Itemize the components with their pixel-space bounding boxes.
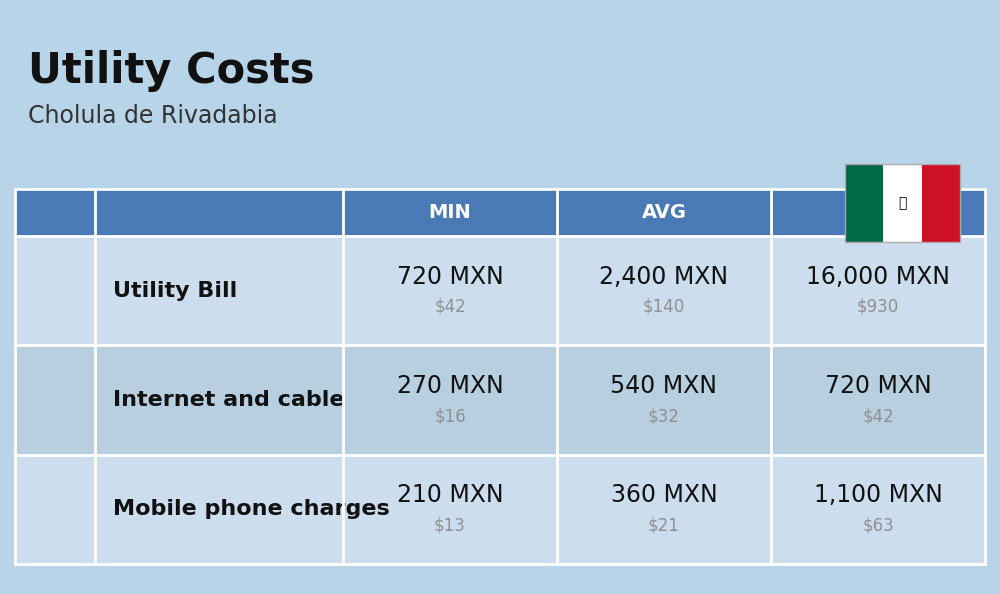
Text: $32: $32 xyxy=(648,407,680,425)
Text: $42: $42 xyxy=(434,298,466,315)
Text: Mobile phone charges: Mobile phone charges xyxy=(113,500,390,519)
Text: $21: $21 xyxy=(648,516,680,535)
Bar xyxy=(845,164,883,242)
Bar xyxy=(845,164,960,242)
Bar xyxy=(15,345,95,454)
Text: Cholula de Rivadabia: Cholula de Rivadabia xyxy=(28,104,278,128)
Text: 720 MXN: 720 MXN xyxy=(397,265,503,289)
Bar xyxy=(15,189,95,236)
Bar xyxy=(883,164,922,242)
Text: 360 MXN: 360 MXN xyxy=(611,484,717,507)
Bar xyxy=(343,454,557,564)
Bar xyxy=(95,189,343,236)
Bar xyxy=(557,454,771,564)
Text: MAX: MAX xyxy=(853,203,903,222)
Text: 2,400 MXN: 2,400 MXN xyxy=(599,265,729,289)
Bar xyxy=(557,345,771,454)
Text: 210 MXN: 210 MXN xyxy=(397,484,503,507)
Bar xyxy=(343,345,557,454)
Bar xyxy=(343,236,557,345)
Bar xyxy=(922,164,960,242)
Bar xyxy=(95,345,343,454)
Text: MIN: MIN xyxy=(429,203,471,222)
Bar xyxy=(95,236,343,345)
Text: Utility Bill: Utility Bill xyxy=(113,281,237,301)
Text: AVG: AVG xyxy=(642,203,686,222)
Bar xyxy=(15,189,985,564)
Text: $42: $42 xyxy=(862,407,894,425)
Bar xyxy=(15,236,95,345)
Text: $140: $140 xyxy=(643,298,685,315)
Text: $930: $930 xyxy=(857,298,899,315)
Bar xyxy=(557,236,771,345)
Text: 720 MXN: 720 MXN xyxy=(825,374,931,398)
Text: Utility Costs: Utility Costs xyxy=(28,50,314,92)
Bar xyxy=(15,454,95,564)
Text: 270 MXN: 270 MXN xyxy=(397,374,503,398)
Text: Internet and cable: Internet and cable xyxy=(113,390,344,410)
Bar xyxy=(95,454,343,564)
Bar xyxy=(771,454,985,564)
Text: 🦅: 🦅 xyxy=(898,196,907,210)
Bar xyxy=(771,236,985,345)
Text: 1,100 MXN: 1,100 MXN xyxy=(814,484,942,507)
Bar xyxy=(771,189,985,236)
Bar xyxy=(343,189,557,236)
Bar xyxy=(771,345,985,454)
Text: $16: $16 xyxy=(434,407,466,425)
Bar xyxy=(557,189,771,236)
Text: $13: $13 xyxy=(434,516,466,535)
Text: 16,000 MXN: 16,000 MXN xyxy=(806,265,950,289)
Text: $63: $63 xyxy=(862,516,894,535)
Text: 540 MXN: 540 MXN xyxy=(610,374,718,398)
